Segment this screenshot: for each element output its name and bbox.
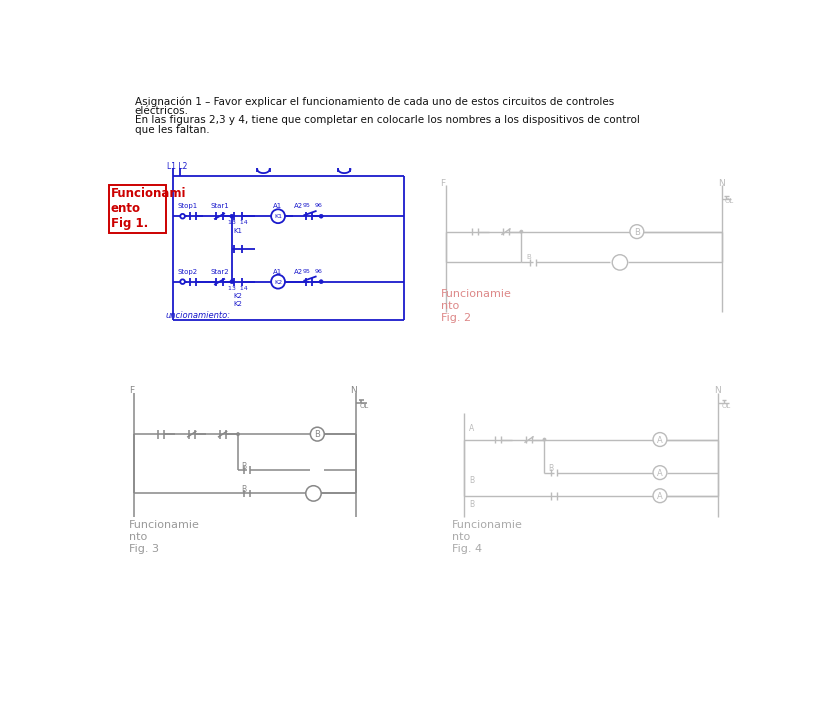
Text: En las figuras 2,3 y 4, tiene que completar en colocarle los nombres a los dispo: En las figuras 2,3 y 4, tiene que comple… [135,115,639,125]
Circle shape [305,486,321,501]
Text: eléctricos.: eléctricos. [135,106,189,116]
Text: A2: A2 [294,269,303,274]
Text: B: B [241,485,246,494]
Text: 95: 95 [302,203,310,208]
Circle shape [180,279,184,284]
Text: Asignación 1 – Favor explicar el funcionamiento de cada uno de estos circuitos d: Asignación 1 – Favor explicar el funcion… [135,97,614,107]
Text: N: N [717,179,724,188]
Text: B: B [547,464,552,473]
Text: A1: A1 [273,203,282,209]
Text: Funcionamie
nto
Fig. 3: Funcionamie nto Fig. 3 [128,520,199,554]
Text: Funcionamie
nto
Fig. 4: Funcionamie nto Fig. 4 [452,520,523,554]
Text: K1: K1 [274,215,282,220]
Text: Stop1: Stop1 [177,203,197,209]
Text: A: A [657,469,662,478]
Text: L1 L2: L1 L2 [167,162,188,171]
Text: Star1: Star1 [210,203,228,209]
Text: B: B [314,430,320,439]
Circle shape [270,209,284,223]
Circle shape [319,279,323,284]
Text: 95: 95 [302,269,310,274]
Text: 13  14: 13 14 [228,286,247,291]
Text: OL: OL [720,403,730,410]
Circle shape [310,427,324,441]
Text: B: B [526,254,531,260]
Text: A1: A1 [273,269,282,274]
Text: N: N [713,385,719,395]
Text: Funcionami
ento
Fig 1.: Funcionami ento Fig 1. [111,187,186,230]
Circle shape [237,432,239,436]
Circle shape [653,466,666,479]
Circle shape [180,214,184,218]
Text: OL: OL [724,198,733,204]
Text: 13  14: 13 14 [228,220,247,225]
Text: A: A [657,436,662,445]
Text: B: B [241,462,246,471]
Text: B: B [468,476,474,486]
Bar [109,186,165,233]
Text: OL: OL [359,403,369,410]
Text: Star2: Star2 [210,269,228,274]
Text: K2: K2 [233,301,242,307]
Circle shape [230,214,233,218]
Text: B: B [468,500,474,508]
Text: A: A [657,492,662,501]
Text: F: F [440,179,445,188]
Text: A2: A2 [294,203,303,209]
Circle shape [519,230,523,233]
Text: F: F [128,385,134,395]
Text: K2: K2 [233,293,242,299]
Text: K1: K1 [233,228,242,234]
Circle shape [230,279,233,284]
Circle shape [653,432,666,447]
Circle shape [319,214,323,218]
Text: Stop2: Stop2 [177,269,197,274]
Circle shape [270,274,284,289]
Circle shape [543,438,545,441]
Text: uncionamiento:: uncionamiento: [165,311,231,320]
Text: que les faltan.: que les faltan. [135,124,209,134]
Circle shape [653,488,666,503]
Circle shape [629,225,643,239]
Text: 96: 96 [313,269,322,274]
Circle shape [611,255,627,270]
Text: A: A [468,424,474,433]
Text: Funcionamie
nto
Fig. 2: Funcionamie nto Fig. 2 [440,289,511,323]
Text: B: B [633,228,639,237]
Text: K2: K2 [274,280,282,285]
Text: N: N [350,385,356,395]
Text: 96: 96 [313,203,322,208]
